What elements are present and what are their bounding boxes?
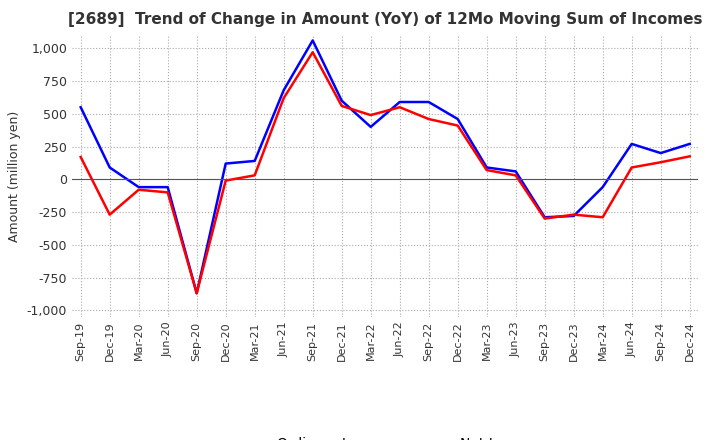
Line: Net Income: Net Income [81,52,690,293]
Ordinary Income [76,105,85,110]
Net Income [511,173,520,178]
Net Income [308,50,317,55]
Ordinary Income [482,165,491,170]
Y-axis label: Amount (million yen): Amount (million yen) [8,110,21,242]
Net Income [541,216,549,221]
Ordinary Income [221,161,230,166]
Ordinary Income [395,99,404,105]
Ordinary Income [657,150,665,156]
Legend: Ordinary Income, Net Income: Ordinary Income, Net Income [225,431,545,440]
Ordinary Income [105,165,114,170]
Net Income [424,117,433,122]
Net Income [395,105,404,110]
Ordinary Income [598,184,607,190]
Net Income [482,168,491,173]
Title: [2689]  Trend of Change in Amount (YoY) of 12Mo Moving Sum of Incomes: [2689] Trend of Change in Amount (YoY) o… [68,12,703,27]
Net Income [279,95,288,101]
Net Income [192,290,201,296]
Net Income [627,165,636,170]
Net Income [685,154,694,159]
Ordinary Income [279,88,288,93]
Ordinary Income [251,158,259,164]
Net Income [366,113,375,118]
Ordinary Income [511,169,520,174]
Ordinary Income [338,98,346,103]
Line: Ordinary Income: Ordinary Income [81,40,690,293]
Ordinary Income [135,184,143,190]
Net Income [221,178,230,183]
Net Income [163,190,172,195]
Net Income [598,215,607,220]
Ordinary Income [163,184,172,190]
Ordinary Income [685,141,694,147]
Net Income [135,187,143,192]
Ordinary Income [541,215,549,220]
Net Income [76,154,85,160]
Ordinary Income [454,117,462,122]
Ordinary Income [192,290,201,296]
Net Income [657,160,665,165]
Net Income [338,103,346,109]
Net Income [454,123,462,128]
Ordinary Income [424,99,433,105]
Net Income [570,212,578,217]
Net Income [251,173,259,178]
Ordinary Income [570,213,578,219]
Ordinary Income [627,141,636,147]
Net Income [105,212,114,217]
Ordinary Income [308,38,317,43]
Ordinary Income [366,124,375,129]
